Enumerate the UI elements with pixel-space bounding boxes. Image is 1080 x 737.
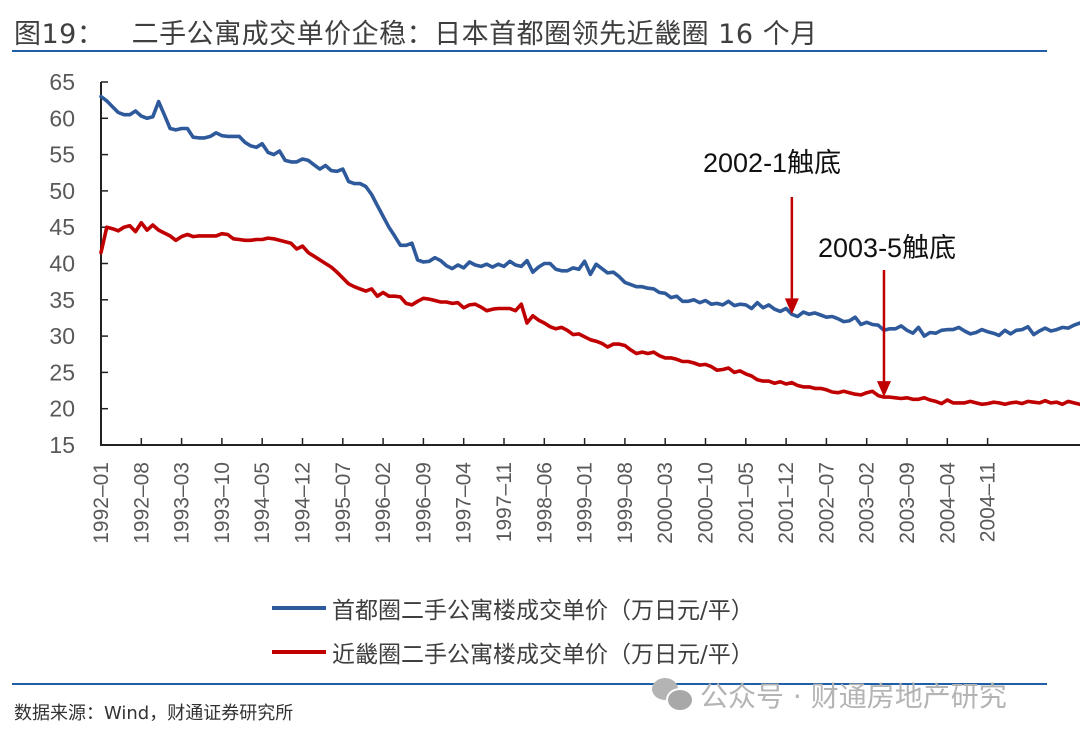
series-line-kinki	[99, 221, 1080, 407]
wechat-icon	[652, 678, 694, 712]
x-tick-label: 1993–10	[211, 462, 234, 544]
annotation-label: 2003-5触底	[818, 233, 956, 263]
y-tick-label: 45	[49, 214, 75, 240]
y-tick-label: 65	[49, 69, 75, 95]
watermark: 公众号 · 财通房地产研究	[652, 675, 1007, 715]
legend-swatch-tokyo	[272, 606, 326, 610]
arrow-down-icon	[876, 381, 891, 398]
line-chart: 15 20 25 30 35 40 45 50 55 60 65 1992–01 1992–08 1993…	[49, 69, 1080, 544]
x-tick-label: 1992–08	[130, 462, 153, 544]
y-tick-label: 20	[49, 396, 75, 422]
x-tick-label: 2004–11	[977, 462, 1000, 542]
x-tick-label: 1994–12	[292, 462, 315, 544]
x-tick-label: 1992–01	[90, 462, 113, 544]
x-tick-label: 1994–05	[251, 462, 274, 544]
arrow-down-icon	[784, 298, 799, 315]
watermark-text: 公众号 · 财通房地产研究	[700, 680, 1007, 713]
x-tick-label: 1999–01	[574, 462, 597, 544]
legend-swatch-kinki	[272, 650, 326, 654]
x-tick-label: 1996–02	[372, 462, 395, 544]
x-tick-label: 2001–12	[775, 462, 798, 544]
title-divider	[12, 50, 1047, 52]
footer-divider	[12, 683, 1047, 685]
x-tick-label: 2004–04	[936, 462, 959, 544]
legend-item-tokyo: 首都圈二手公寓楼成交单价（万日元/平）	[272, 586, 754, 630]
data-source: 数据来源：Wind，财通证券研究所	[14, 703, 294, 724]
x-tick-label: 2000–10	[695, 462, 718, 544]
x-tick-label: 1997–11	[493, 462, 516, 542]
y-tick-label: 50	[49, 178, 75, 204]
x-tick-label: 2002–07	[815, 462, 838, 544]
y-tick-label: 15	[49, 432, 75, 458]
x-tick-label: 1998–06	[533, 462, 556, 544]
y-tick-label: 25	[49, 359, 75, 385]
figure-title: 图19： 二手公寓成交单价企稳：日本首都圈领先近畿圈 16 个月	[14, 19, 818, 50]
legend-item-kinki: 近畿圈二手公寓楼成交单价（万日元/平）	[272, 630, 754, 674]
y-tick-label: 35	[49, 287, 75, 313]
legend-label-tokyo: 首都圈二手公寓楼成交单价（万日元/平）	[332, 598, 754, 624]
legend-label-kinki: 近畿圈二手公寓楼成交单价（万日元/平）	[332, 642, 754, 668]
x-tick-label: 2000–03	[654, 462, 677, 544]
x-tick-label: 1993–03	[171, 462, 194, 544]
x-tick-label: 2003–02	[856, 462, 879, 544]
annotation-label: 2002-1触底	[703, 148, 841, 178]
series-line-tokyo	[99, 94, 1080, 338]
y-tick-label: 30	[49, 323, 75, 349]
x-tick-label: 1999–08	[614, 462, 637, 544]
x-tick-label: 2003–09	[896, 462, 919, 544]
x-tick-label: 1995–07	[332, 462, 355, 544]
y-tick-label: 40	[49, 251, 75, 277]
y-tick-label: 55	[49, 142, 75, 168]
x-tick-label: 1996–09	[412, 462, 435, 544]
chart-legend: 首都圈二手公寓楼成交单价（万日元/平） 近畿圈二手公寓楼成交单价（万日元/平）	[272, 586, 754, 674]
x-tick-label: 1997–04	[453, 462, 476, 544]
x-tick-label: 2001–05	[735, 462, 758, 544]
y-tick-label: 60	[49, 105, 75, 131]
